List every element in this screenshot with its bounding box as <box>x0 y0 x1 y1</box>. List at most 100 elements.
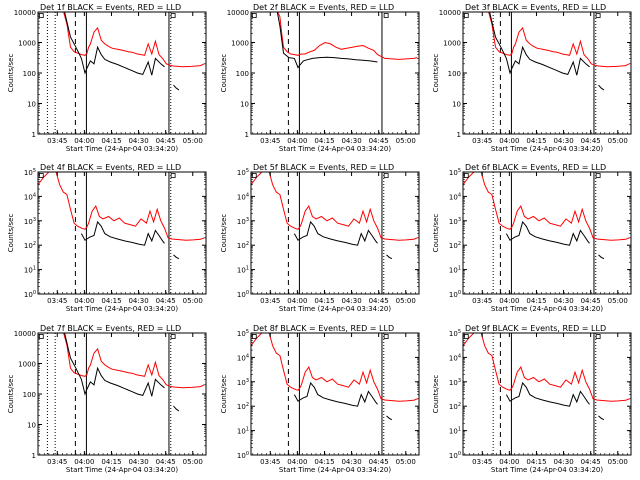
y-tick-base: 10 <box>24 193 33 201</box>
panel-title: Det 6f BLACK = Events, RED = LLD <box>465 163 606 172</box>
plot-frame <box>250 332 420 456</box>
y-tick-exponent: 1 <box>246 427 249 433</box>
x-tick-label: 04:00 <box>287 137 307 145</box>
y-axis-label: Counts/sec <box>220 214 228 253</box>
marker-lines <box>46 12 172 134</box>
lld-series-line <box>276 12 418 60</box>
panel-4: Det 4f BLACK = Events, RED = LLD 03:45 04:… <box>7 163 207 313</box>
series-group <box>251 172 418 260</box>
y-tick-label: 10000 <box>14 330 36 338</box>
y-tick-base: 10 <box>24 169 33 177</box>
y-tick-base: 10 <box>237 242 246 250</box>
y-tick-exponent: 2 <box>33 241 36 247</box>
y-tick-base: 10 <box>449 291 458 299</box>
y-tick-base: 10 <box>449 428 458 436</box>
marker-lines <box>287 333 385 455</box>
series-group <box>63 333 205 412</box>
panel-8: Det 8f BLACK = Events, RED = LLD 03:45 04:… <box>220 324 420 474</box>
y-tick-label: 100 <box>237 451 249 460</box>
x-tick-label: 04:00 <box>74 137 94 145</box>
events-series-line <box>64 12 165 76</box>
y-tick-label: 102 <box>237 402 249 411</box>
y-tick-exponent: 1 <box>458 266 461 272</box>
plot-frame <box>37 171 207 295</box>
panel-9: Det 9f BLACK = Events, RED = LLD 03:45 04:… <box>432 324 632 474</box>
x-tick-label: 04:15 <box>314 297 334 305</box>
y-tick-label: 101 <box>237 266 249 275</box>
end-box-marker <box>170 13 176 18</box>
y-tick-base: 10 <box>449 242 458 250</box>
y-tick-base: 10 <box>449 193 458 201</box>
y-tick-label: 104 <box>449 192 461 201</box>
y-tick-label: 100 <box>448 70 461 78</box>
marker-lines <box>492 333 597 455</box>
y-tick-label: 1000 <box>18 361 36 369</box>
marker-lines <box>74 172 172 294</box>
y-tick-label: 100 <box>236 70 249 78</box>
y-tick-label: 100 <box>23 391 36 399</box>
y-tick-base: 10 <box>449 379 458 387</box>
events-series-line <box>293 381 378 407</box>
x-tick-label: 04:30 <box>128 137 148 145</box>
y-tick-exponent: 0 <box>458 290 461 296</box>
x-tick-label: 04:15 <box>101 297 121 305</box>
x-tick-label: 04:00 <box>74 297 94 305</box>
x-tick-label: 05:00 <box>396 458 416 466</box>
y-tick-base: 10 <box>449 330 458 338</box>
y-tick-exponent: 5 <box>33 168 36 174</box>
y-tick-label: 101 <box>449 266 461 275</box>
y-tick-base: 10 <box>449 218 458 226</box>
x-tick-label: 03:45 <box>260 297 280 305</box>
panel-title: Det 5f BLACK = Events, RED = LLD <box>253 163 394 172</box>
y-tick-label: 103 <box>449 217 461 226</box>
events-series-line <box>64 333 165 397</box>
x-tick-label: 04:15 <box>526 458 546 466</box>
x-tick-label: 04:00 <box>287 297 307 305</box>
events-tail-line <box>598 254 605 260</box>
x-tick-label: 03:45 <box>260 137 280 145</box>
x-tick-label: 04:30 <box>553 137 573 145</box>
lld-series-line <box>63 333 205 389</box>
y-tick-label: 10 <box>27 422 36 430</box>
y-tick-base: 10 <box>237 354 246 362</box>
marker-lines <box>492 12 597 134</box>
end-box-marker <box>383 13 389 18</box>
y-tick-label: 102 <box>24 241 36 250</box>
lld-series-line <box>38 172 205 241</box>
y-tick-label: 100 <box>24 290 36 299</box>
y-tick-exponent: 2 <box>246 241 249 247</box>
y-tick-exponent: 3 <box>33 217 36 223</box>
end-box-marker <box>383 173 389 178</box>
y-tick-base: 10 <box>237 169 246 177</box>
y-axis-label: Counts/sec <box>432 375 440 414</box>
x-tick-label: 03:45 <box>472 458 492 466</box>
plot-frame <box>462 332 632 456</box>
y-tick-label: 103 <box>449 378 461 387</box>
panel-title: Det 1f BLACK = Events, RED = LLD <box>40 3 181 12</box>
y-tick-base: 10 <box>237 291 246 299</box>
x-tick-label: 04:00 <box>499 458 519 466</box>
y-tick-label: 103 <box>237 217 249 226</box>
x-tick-label: 04:15 <box>314 458 334 466</box>
x-tick-label: 05:00 <box>183 137 203 145</box>
x-tick-label: 05:00 <box>183 458 203 466</box>
x-tick-label: 03:45 <box>472 297 492 305</box>
y-tick-label: 1000 <box>18 40 36 48</box>
y-tick-exponent: 4 <box>246 192 249 198</box>
panel-7: Det 7f BLACK = Events, RED = LLD 03:45 04:… <box>7 324 207 474</box>
lld-series-line <box>251 172 418 241</box>
y-tick-label: 103 <box>237 378 249 387</box>
x-tick-label: 04:45 <box>581 297 601 305</box>
y-tick-label: 100 <box>237 290 249 299</box>
y-tick-label: 104 <box>237 353 249 362</box>
x-axis-label: Start Time (24-Apr-04 03:34:20) <box>66 145 178 153</box>
start-box-marker <box>38 334 44 339</box>
y-tick-label: 10000 <box>227 9 249 17</box>
panel-title: Det 8f BLACK = Events, RED = LLD <box>253 324 394 333</box>
x-tick-label: 04:45 <box>581 137 601 145</box>
x-tick-label: 05:00 <box>608 458 628 466</box>
x-tick-label: 03:45 <box>472 137 492 145</box>
y-tick-base: 10 <box>237 267 246 275</box>
y-tick-base: 10 <box>24 242 33 250</box>
x-tick-label: 04:15 <box>526 297 546 305</box>
